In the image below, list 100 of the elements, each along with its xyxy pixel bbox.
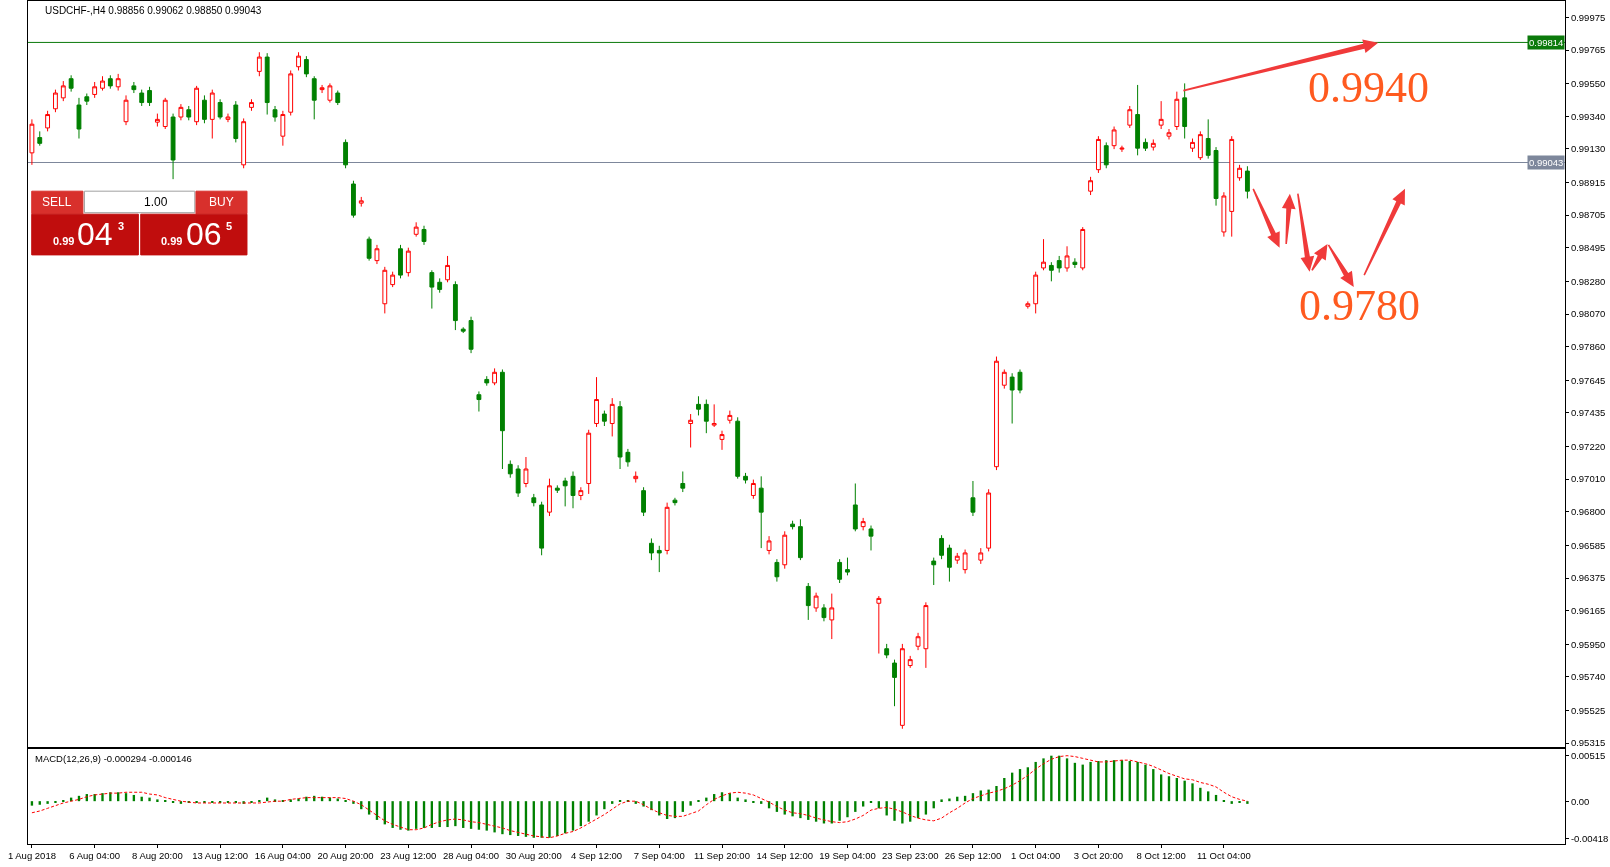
candlestick [194, 85, 200, 126]
y-tick-label: 0.98280 [1570, 275, 1606, 287]
candlestick [586, 429, 592, 495]
candlestick [1182, 82, 1188, 140]
candlestick [884, 643, 890, 659]
candlestick [492, 367, 498, 386]
candlestick [617, 400, 623, 470]
bar [846, 801, 849, 818]
candlestick [264, 52, 270, 116]
y-tick-label: 0.97645 [1570, 374, 1606, 386]
ref-line-label: 0.99814 [1529, 37, 1564, 48]
y-tick-label: 0.98070 [1570, 308, 1606, 320]
candlestick [1150, 138, 1156, 152]
candlestick [727, 410, 733, 425]
bar [493, 801, 496, 833]
candlestick [1229, 135, 1235, 238]
candlestick [994, 356, 999, 471]
chart-title: USDCHF-,H4 0.98856 0.99062 0.98850 0.99043 [45, 5, 262, 16]
candlestick [907, 655, 913, 669]
candlestick [107, 74, 113, 90]
y-tick-label: 0.99765 [1570, 44, 1606, 56]
candlestick [335, 90, 341, 106]
candlestick [272, 105, 278, 123]
candlestick [805, 582, 811, 621]
candlestick [1017, 368, 1023, 394]
bar [689, 801, 692, 806]
bar [744, 799, 747, 802]
candlestick [1103, 141, 1109, 169]
candlestick [852, 482, 858, 532]
candlestick [311, 75, 317, 120]
bar [1050, 755, 1053, 802]
y-tick-label: 0.00 [1570, 795, 1590, 807]
candlestick [1001, 368, 1007, 390]
candlestick [68, 74, 74, 93]
candlestick [1158, 100, 1164, 130]
candlestick [1088, 176, 1093, 196]
candlestick [829, 593, 835, 640]
candlestick [45, 110, 51, 132]
bar [940, 799, 943, 802]
bar [46, 801, 49, 804]
candlestick [484, 375, 490, 387]
candlestick [570, 470, 576, 509]
bar [791, 801, 794, 817]
candlestick [460, 326, 466, 334]
candlestick [178, 103, 184, 121]
bar [893, 801, 896, 821]
candlestick [249, 98, 254, 112]
candlestick [790, 520, 795, 530]
candlestick [1025, 300, 1031, 310]
candlestick [374, 244, 380, 265]
candlestick [978, 547, 984, 565]
candlestick [233, 100, 239, 143]
candlestick [358, 196, 364, 208]
bar [446, 801, 449, 828]
candlestick [123, 94, 129, 126]
candlestick [327, 82, 333, 104]
candlestick [578, 486, 584, 501]
bar [760, 801, 763, 804]
candlestick [60, 80, 66, 102]
x-tick-label: 19 Sep 04:00 [819, 850, 876, 862]
bar [1136, 761, 1139, 802]
candlestick [1009, 372, 1015, 425]
candlestick [162, 97, 168, 130]
candlestick [421, 225, 427, 246]
candlestick [147, 86, 152, 107]
bar [595, 801, 598, 816]
candlestick [500, 368, 505, 470]
candlestick [319, 84, 325, 94]
candlestick [29, 118, 35, 166]
bar [101, 793, 104, 802]
candlestick [601, 410, 607, 427]
y-tick-label: 0.97435 [1570, 407, 1606, 419]
bar [391, 801, 394, 828]
candlestick [970, 480, 976, 517]
y-tick-label: 0.96375 [1570, 572, 1606, 584]
candlestick [594, 376, 599, 428]
annotation: 5 [226, 220, 233, 232]
y-tick-label: 0.00515 [1570, 749, 1606, 761]
candlestick [131, 81, 137, 94]
bar [1199, 787, 1202, 802]
candlestick [782, 530, 788, 570]
candlestick [445, 255, 450, 283]
bar [1246, 801, 1249, 804]
x-tick-label: 14 Sep 12:00 [756, 850, 814, 862]
candlestick [1056, 255, 1062, 274]
bar [861, 801, 865, 807]
candlestick [931, 557, 937, 586]
annotation: 1.00 [144, 195, 168, 209]
annotation: 0.99 [161, 235, 183, 247]
candlestick [280, 110, 286, 147]
candlestick [296, 51, 301, 71]
candlestick [53, 89, 58, 113]
candlestick [554, 484, 560, 494]
line-series [31, 755, 1248, 839]
bar [148, 797, 151, 802]
annotation: 04 [77, 216, 113, 252]
candlestick [186, 105, 192, 121]
candlestick [860, 517, 866, 531]
x-tick-label: 1 Oct 04:00 [1011, 850, 1061, 862]
bar [407, 801, 410, 831]
